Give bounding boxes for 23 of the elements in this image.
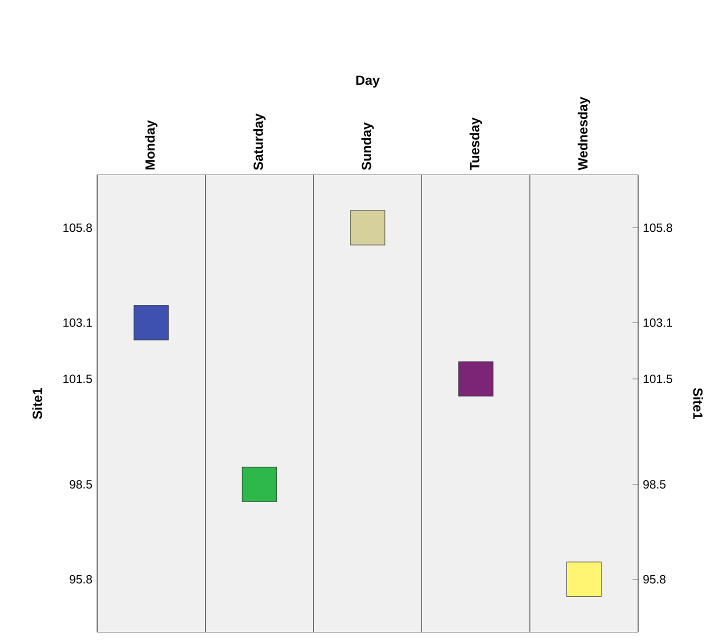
y-tick-label: 101.5 xyxy=(63,374,92,384)
y2-tick-label: 103.1 xyxy=(644,318,672,327)
y-axis-title: Site1 xyxy=(32,388,42,419)
y2-tick-label: 95.8 xyxy=(643,574,666,584)
y-tick-label: 98.5 xyxy=(70,480,92,489)
y2-axis-title: Site1 xyxy=(693,388,703,419)
point xyxy=(458,361,494,396)
y-tick-label: 105.8 xyxy=(63,223,92,232)
y2-tick-label: 105.8 xyxy=(644,223,672,232)
x-tick-label: Sunday xyxy=(361,122,374,170)
y-tick-label: 103.1 xyxy=(63,318,92,327)
x-axis-title: Day xyxy=(356,76,380,88)
point xyxy=(242,466,277,502)
y2-tick-label: 101.5 xyxy=(644,374,672,384)
y-tick-label: 95.8 xyxy=(70,574,92,584)
y2-tick-label: 98.5 xyxy=(643,480,666,489)
x-tick-label: Monday xyxy=(145,120,158,170)
point xyxy=(566,562,602,597)
x-tick-label: Saturday xyxy=(253,113,266,170)
point xyxy=(134,305,169,340)
x-tick-label: Wednesday xyxy=(578,96,590,170)
x-tick-label: Tuesday xyxy=(470,117,482,170)
point xyxy=(350,210,386,246)
